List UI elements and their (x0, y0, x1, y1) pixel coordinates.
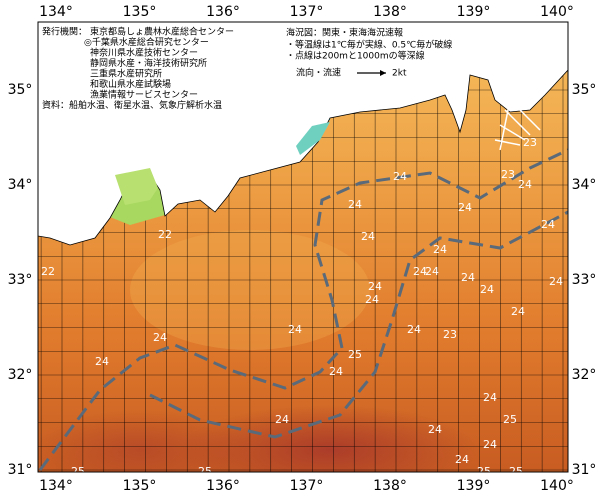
latitude-label: 33° (572, 272, 597, 288)
longitude-label: 137° (290, 4, 324, 20)
info-note: ・点線は200mと1000mの等深線 (286, 50, 425, 62)
coastal-water (296, 122, 330, 155)
isotherm-label: 24 (541, 218, 555, 231)
isotherm-label: 25 (348, 348, 362, 361)
isotherm-label: 24 (480, 283, 494, 296)
kuroshio-axis (38, 148, 568, 471)
island (115, 168, 158, 205)
publisher: 漁業情報サービスセンター (90, 89, 198, 101)
isotherm-label: 24 (95, 355, 109, 368)
kuroshio-edge (149, 210, 568, 439)
current-label: 流向・流速 (296, 67, 341, 79)
latitude-label: 35° (8, 82, 33, 98)
isotherm-label: 24 (275, 413, 289, 426)
longitude-label: 137° (290, 478, 324, 494)
longitude-label: 136° (206, 478, 240, 494)
isotherm-label: 24 (348, 198, 362, 211)
isotherm-label: 24 (458, 201, 472, 214)
info-note: ・等温線は1℃毎が実線、0.5℃毎が破線 (286, 39, 452, 51)
latitude-label: 34° (8, 177, 33, 193)
longitude-label: 136° (206, 4, 240, 20)
isotherm-label: 24 (461, 271, 475, 284)
publisher: 和歌山県水産試験場 (90, 78, 171, 90)
isotherm-label: 24 (518, 178, 532, 191)
isotherm-label: 25 (71, 465, 85, 478)
land (38, 22, 568, 246)
isotherm-label: 24 (329, 365, 343, 378)
latitude-label: 34° (572, 177, 597, 193)
latitude-label: 35° (572, 82, 597, 98)
publisher-label: 発行機関： (42, 26, 87, 38)
longitude-label: 138° (373, 478, 407, 494)
publisher: 東京都島しょ農林水産総合センター (90, 26, 234, 38)
longitude-label: 139° (457, 478, 491, 494)
isotherm-label: 24 (393, 170, 407, 183)
longitude-label: 135° (123, 478, 157, 494)
current-arrows (494, 99, 541, 151)
longitude-label: 134° (39, 478, 73, 494)
warm-patch (38, 410, 250, 472)
latitude-label: 31° (8, 462, 33, 478)
isotherm-label: 24 (425, 265, 439, 278)
latitude-label: 33° (8, 272, 33, 288)
longitude-label: 139° (457, 4, 491, 20)
isotherm-label: 25 (503, 413, 517, 426)
isotherm-label: 24 (428, 423, 442, 436)
isotherm-label: 22 (41, 265, 55, 278)
map-frame (37, 21, 569, 473)
longitude-label: 138° (373, 4, 407, 20)
isotherm-label: 23 (443, 328, 457, 341)
isotherm-label: 23 (523, 136, 537, 149)
isotherm-label: 24 (368, 280, 382, 293)
isotherm-label: 24 (361, 230, 375, 243)
isotherm-label: 24 (511, 305, 525, 318)
isotherm-label: 24 (549, 275, 563, 288)
warm-patch (180, 405, 480, 472)
longitude-label: 134° (39, 4, 73, 20)
isotherm-label: 24 (483, 391, 497, 404)
isotherm-label: 24 (365, 293, 379, 306)
arrow-head (380, 70, 386, 76)
isotherm-label: 24 (288, 323, 302, 336)
publisher: 三重県水産研究所 (90, 68, 162, 80)
isotherm-label: 22 (158, 228, 172, 241)
isotherm-label: 25 (509, 465, 523, 478)
source: 資料：船舶水温、衛星水温、気象庁解析水温 (42, 99, 222, 111)
longitude-label: 140° (540, 4, 574, 20)
publisher: ◎千葉県水産総合研究センター (84, 36, 209, 48)
current-scale: 2kt (392, 69, 407, 79)
latitude-label: 32° (572, 367, 597, 383)
isotherm-label: 24 (483, 438, 497, 451)
isotherm-label: 24 (153, 331, 167, 344)
longitude-label: 135° (123, 4, 157, 20)
latitude-label: 32° (8, 367, 33, 383)
axes: 134° 134° 135° 135° 136° 136° 137° 137° 138° 138°… (8, 4, 597, 494)
longitude-label: 140° (540, 478, 574, 494)
isotherm-label: 24 (433, 243, 447, 256)
isotherm-label: 24 (413, 265, 427, 278)
isotherm-label: 25 (477, 465, 491, 478)
latitude-label: 31° (572, 462, 597, 478)
isotherm-label: 24 (407, 323, 421, 336)
isotherm-label: 24 (455, 453, 469, 466)
isotherm-label: 25 (198, 465, 212, 478)
legend: 発行機関： 東京都島しょ農林水産総合センター◎千葉県水産総合研究センター神奈川県水… (42, 26, 452, 112)
isotherm-label: 23 (501, 168, 515, 181)
publisher: 神奈川県水産技術センター (90, 47, 198, 59)
info-title: 海況図：関東・東海海況速報 (286, 27, 403, 39)
publisher: 静岡県水産・海洋技術研究所 (90, 57, 207, 69)
